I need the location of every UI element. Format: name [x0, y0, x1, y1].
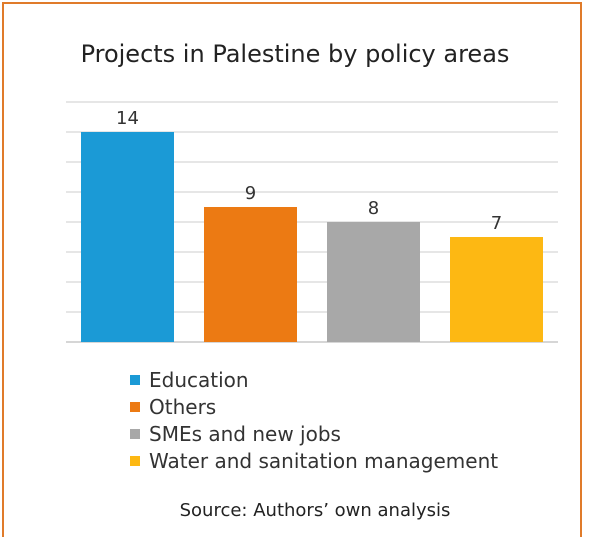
data-label: 14 — [116, 108, 139, 129]
bar-smes-and-new-jobs — [327, 222, 420, 342]
bar-education — [81, 132, 174, 342]
legend-label: Others — [149, 394, 217, 419]
bar-others — [204, 207, 297, 342]
data-label: 8 — [368, 198, 379, 219]
data-label: 7 — [491, 213, 502, 234]
legend-item-others: Others — [130, 393, 498, 420]
legend-item-smes: SMEs and new jobs — [130, 420, 498, 447]
legend-item-water: Water and sanitation management — [130, 447, 498, 474]
legend-label: Water and sanitation management — [149, 448, 499, 473]
legend: Education Others SMEs and new jobs Water… — [130, 366, 498, 474]
legend-label: Education — [149, 367, 249, 392]
legend-item-education: Education — [130, 366, 498, 393]
bar-water-and-sanitation-management — [450, 237, 543, 342]
legend-label: SMEs and new jobs — [149, 421, 341, 446]
chart-title: Projects in Palestine by policy areas — [80, 40, 510, 68]
data-label: 9 — [245, 183, 256, 204]
data-labels: 14 9 8 7 — [116, 108, 502, 234]
legend-swatch — [130, 428, 140, 439]
source-note: Source: Authors’ own analysis — [179, 500, 451, 521]
chart-frame — [2, 2, 582, 537]
legend-swatch — [130, 401, 140, 412]
bars — [81, 132, 543, 342]
legend-swatch — [130, 374, 140, 385]
legend-swatch — [130, 455, 140, 466]
